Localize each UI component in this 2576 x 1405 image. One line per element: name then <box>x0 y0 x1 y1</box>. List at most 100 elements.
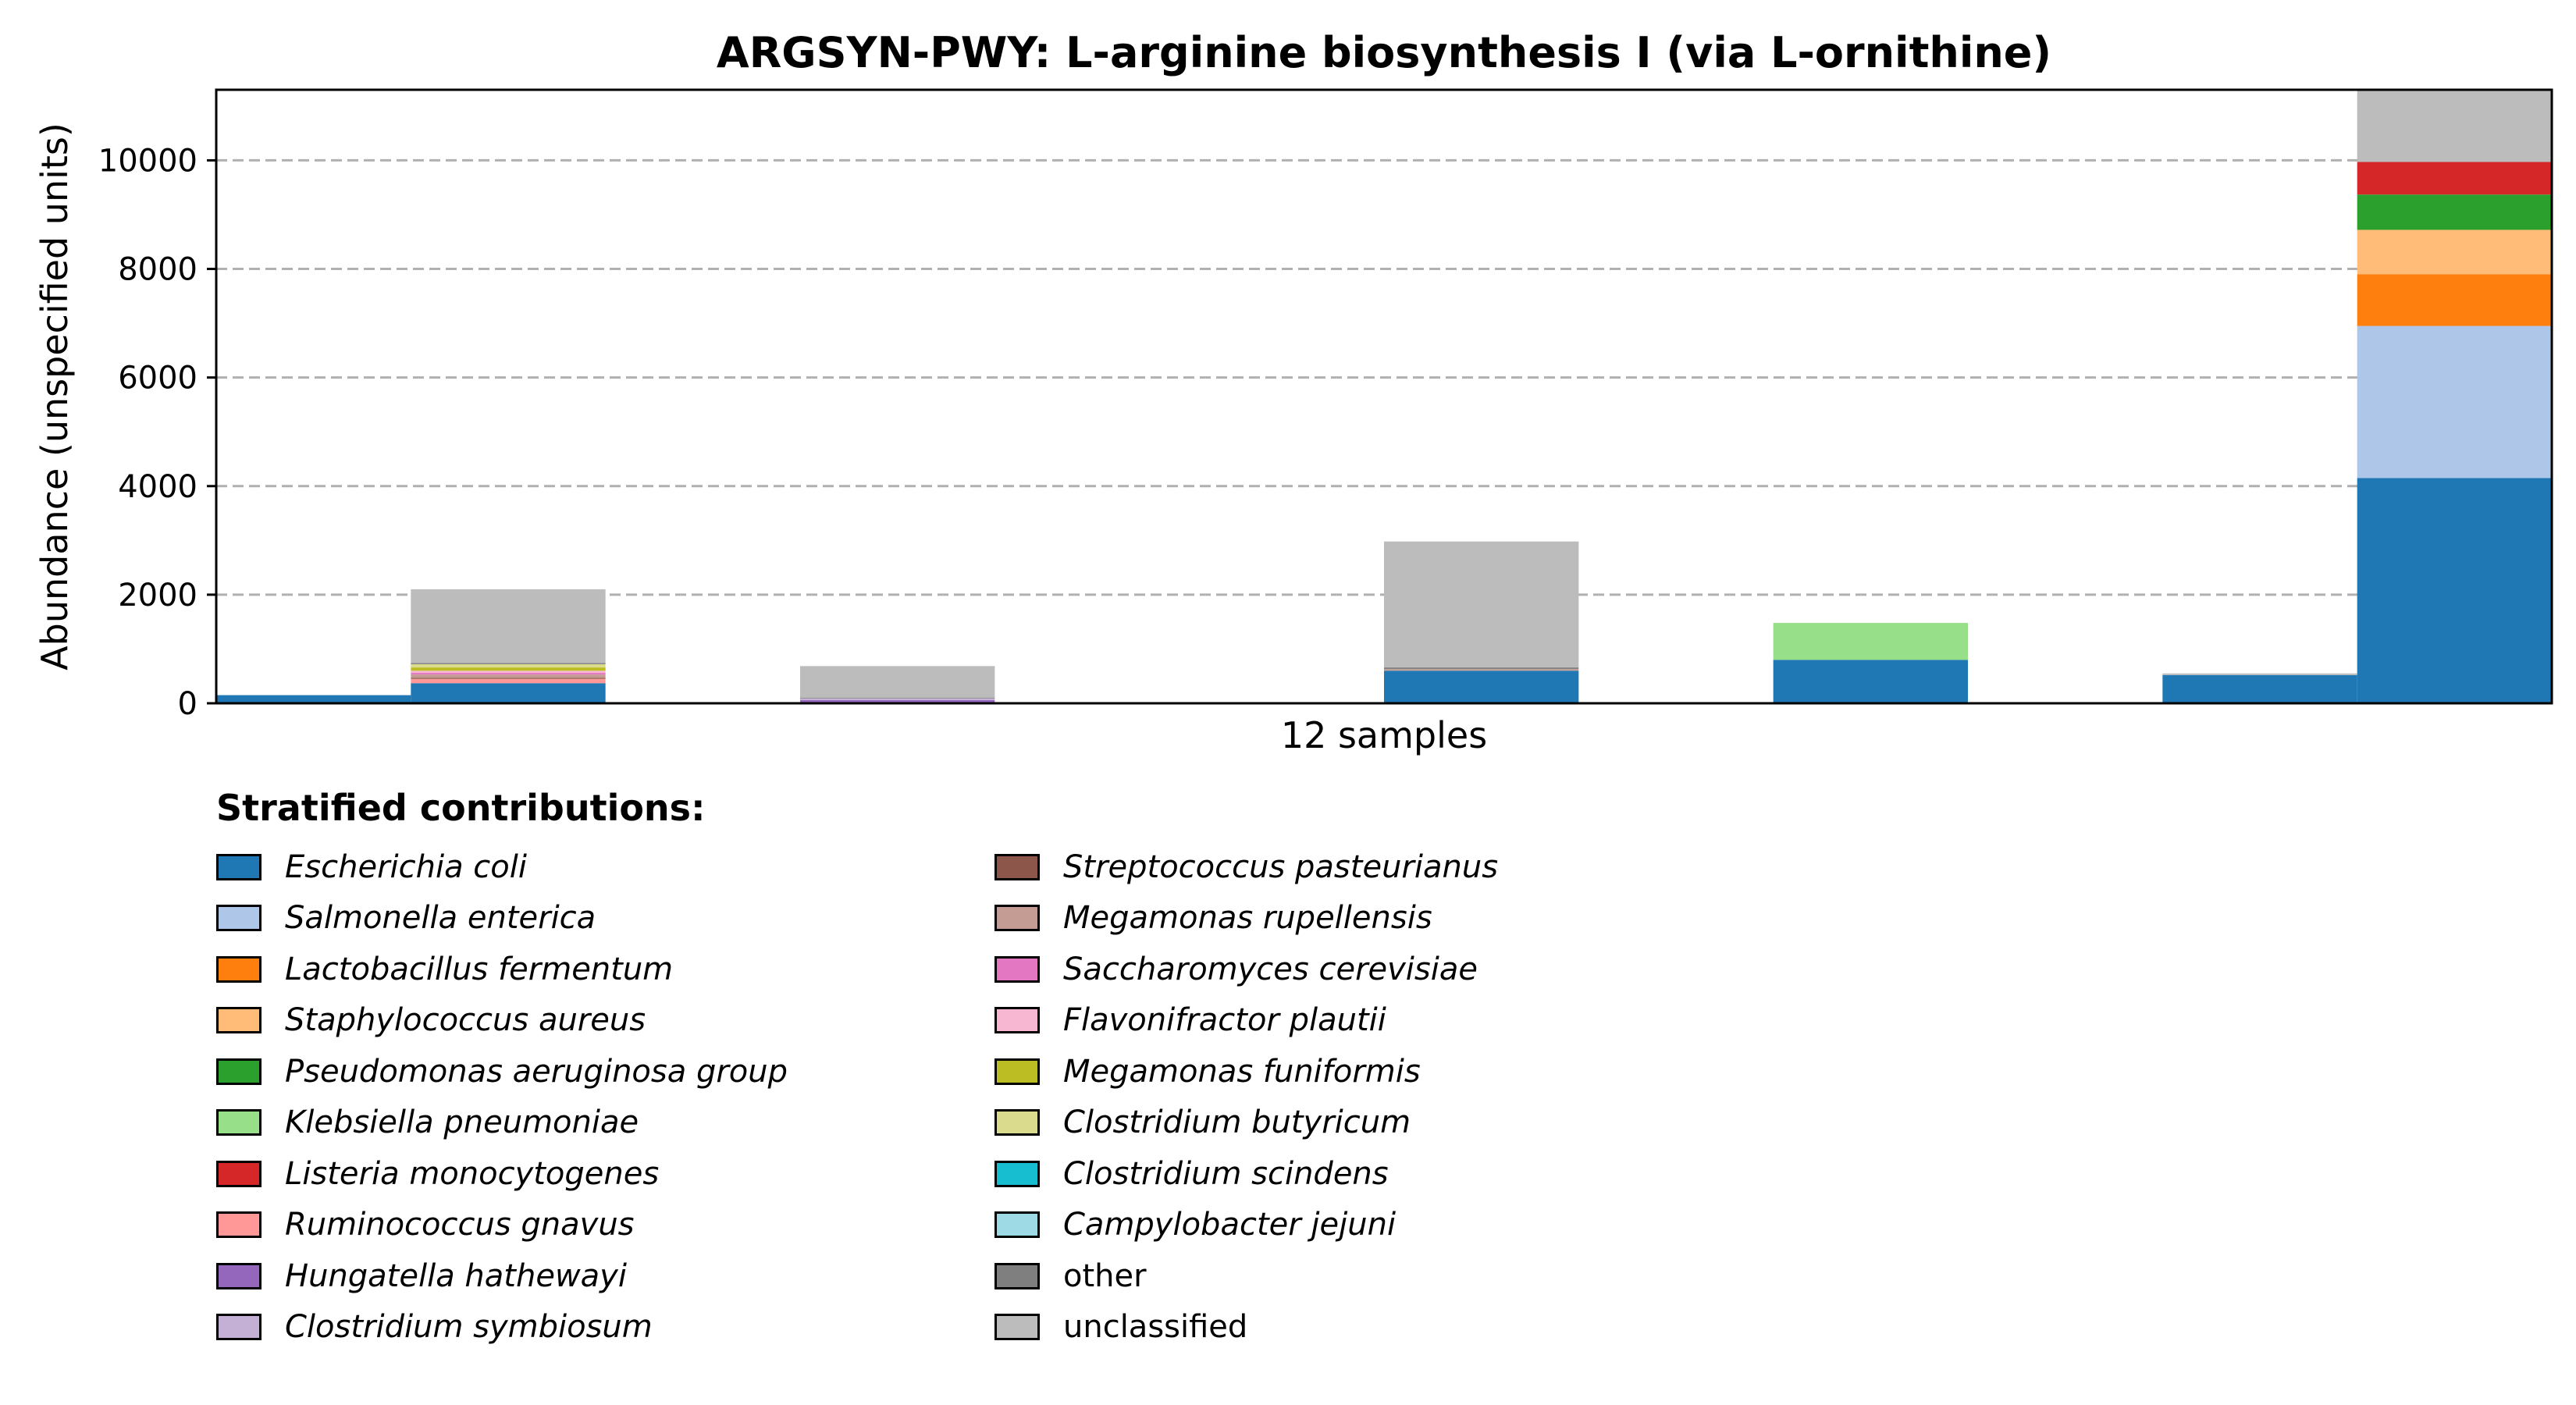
legend-swatch <box>216 853 262 880</box>
legend-item: Escherichia coli <box>216 841 788 893</box>
bar-segment <box>411 663 606 668</box>
legend-item: Klebsiella pneumoniae <box>216 1097 788 1149</box>
legend-swatch <box>994 1262 1040 1289</box>
legend-column-left: Escherichia coli Salmonella enterica Lacto… <box>216 841 788 1353</box>
legend-label: Clostridium symbiosum <box>285 1309 653 1346</box>
legend-swatch <box>994 1314 1040 1341</box>
bar-segment <box>216 695 411 703</box>
y-tick-label: 8000 <box>118 252 197 288</box>
legend-item: Pseudomonas aeruginosa group <box>216 1046 788 1097</box>
chart-title: ARGSYN-PWY: L-arginine biosynthesis I (v… <box>717 28 2051 77</box>
bar-segment <box>800 699 995 703</box>
legend-item: Campylobacter jejuni <box>994 1200 1498 1251</box>
x-axis-label: 12 samples <box>1281 714 1487 756</box>
bar-segment <box>800 697 995 699</box>
bar-segment <box>1384 667 1579 670</box>
legend-swatch <box>994 1160 1040 1187</box>
y-tick-label: 2000 <box>118 578 197 614</box>
legend-swatch <box>216 1211 262 1239</box>
bar-segment <box>2357 90 2552 162</box>
legend-swatch <box>994 1007 1040 1034</box>
legend-swatch <box>216 1314 262 1341</box>
bar-segment <box>2357 325 2552 478</box>
y-axis-ticks: 0 2000 4000 6000 8000 10000 <box>98 143 216 722</box>
y-tick-label: 10000 <box>98 143 197 179</box>
legend-label: Salmonella enterica <box>285 900 596 937</box>
bar-segment <box>800 666 995 698</box>
legend-label: Clostridium scindens <box>1063 1155 1389 1192</box>
y-axis-label: Abundance (unspecified units) <box>34 123 76 670</box>
legend-label: Megamonas funiformis <box>1063 1053 1421 1090</box>
legend-swatch <box>216 905 262 932</box>
legend-swatch <box>216 1160 262 1187</box>
legend-swatch <box>216 1007 262 1034</box>
legend-label: other <box>1063 1257 1147 1294</box>
legend-label: Escherichia coli <box>285 848 527 885</box>
legend-item: Clostridium symbiosum <box>216 1302 788 1353</box>
legend-item: Salmonella enterica <box>216 893 788 944</box>
bar-segment <box>411 683 606 703</box>
bar-segment <box>411 678 606 684</box>
legend-swatch <box>216 1109 262 1136</box>
legend-swatch <box>216 1262 262 1289</box>
legend-item: Hungatella hathewayi <box>216 1250 788 1302</box>
legend-label: Hungatella hathewayi <box>285 1257 627 1294</box>
legend-swatch <box>994 955 1040 983</box>
legend-item: Lactobacillus fermentum <box>216 944 788 995</box>
bar-segment <box>1384 670 1579 703</box>
bar-segment <box>411 670 606 674</box>
bar-segment <box>800 698 995 700</box>
bar-segment <box>1773 660 1968 703</box>
legend-label: Clostridium butyricum <box>1063 1104 1411 1141</box>
bar-segment <box>2357 478 2552 703</box>
legend-swatch <box>994 1211 1040 1239</box>
bar-segment <box>1384 541 1579 668</box>
bar-stacks <box>216 90 2552 703</box>
bar-segment <box>1773 623 1968 660</box>
y-gridlines <box>216 158 2552 596</box>
legend-label: unclassified <box>1063 1309 1248 1346</box>
bar-segment <box>411 673 606 675</box>
bar-segment <box>411 674 606 678</box>
bar-segment <box>411 663 606 664</box>
legend-label: Megamonas rupellensis <box>1063 900 1432 937</box>
y-tick-label: 4000 <box>118 469 197 505</box>
legend-swatch <box>994 853 1040 880</box>
legend-swatch <box>216 1058 262 1085</box>
legend-item: Clostridium butyricum <box>994 1097 1498 1149</box>
bar-segment <box>2162 674 2357 703</box>
bar-segment <box>2357 194 2552 230</box>
legend-label: Saccharomyces cerevisiae <box>1063 951 1478 987</box>
legend-item: Megamonas funiformis <box>994 1046 1498 1097</box>
bar-segment <box>2357 162 2552 195</box>
legend-label: Staphylococcus aureus <box>285 1002 646 1039</box>
y-tick-label: 6000 <box>118 361 197 397</box>
bar-segment <box>411 667 606 671</box>
legend-swatch <box>994 1058 1040 1085</box>
plot-frame <box>215 88 2553 705</box>
legend-label: Pseudomonas aeruginosa group <box>285 1053 788 1090</box>
legend-label: Flavonifractor plautii <box>1063 1002 1386 1039</box>
legend-item: Ruminococcus gnavus <box>216 1200 788 1251</box>
bar-segment <box>2357 274 2552 326</box>
legend-item: Saccharomyces cerevisiae <box>994 944 1498 995</box>
y-tick-label: 0 <box>178 686 197 722</box>
legend-item: Flavonifractor plautii <box>994 995 1498 1047</box>
legend-swatch <box>994 1109 1040 1136</box>
legend-item: Clostridium scindens <box>994 1148 1498 1200</box>
legend-item: Staphylococcus aureus <box>216 995 788 1047</box>
legend-item: Streptococcus pasteurianus <box>994 841 1498 893</box>
legend-item: other <box>994 1250 1498 1302</box>
bar-segment <box>1384 669 1579 671</box>
legend-title: Stratified contributions: <box>216 787 706 829</box>
legend-item: unclassified <box>994 1302 1498 1353</box>
legend-swatch <box>994 905 1040 932</box>
legend-column-right: Streptococcus pasteurianus Megamonas rupe… <box>994 841 1498 1353</box>
legend-label: Campylobacter jejuni <box>1063 1207 1397 1243</box>
legend-label: Streptococcus pasteurianus <box>1063 848 1499 885</box>
legend-label: Listeria monocytogenes <box>285 1155 660 1192</box>
bar-segment <box>2357 229 2552 275</box>
legend-label: Ruminococcus gnavus <box>285 1207 635 1243</box>
legend-label: Lactobacillus fermentum <box>285 951 674 987</box>
